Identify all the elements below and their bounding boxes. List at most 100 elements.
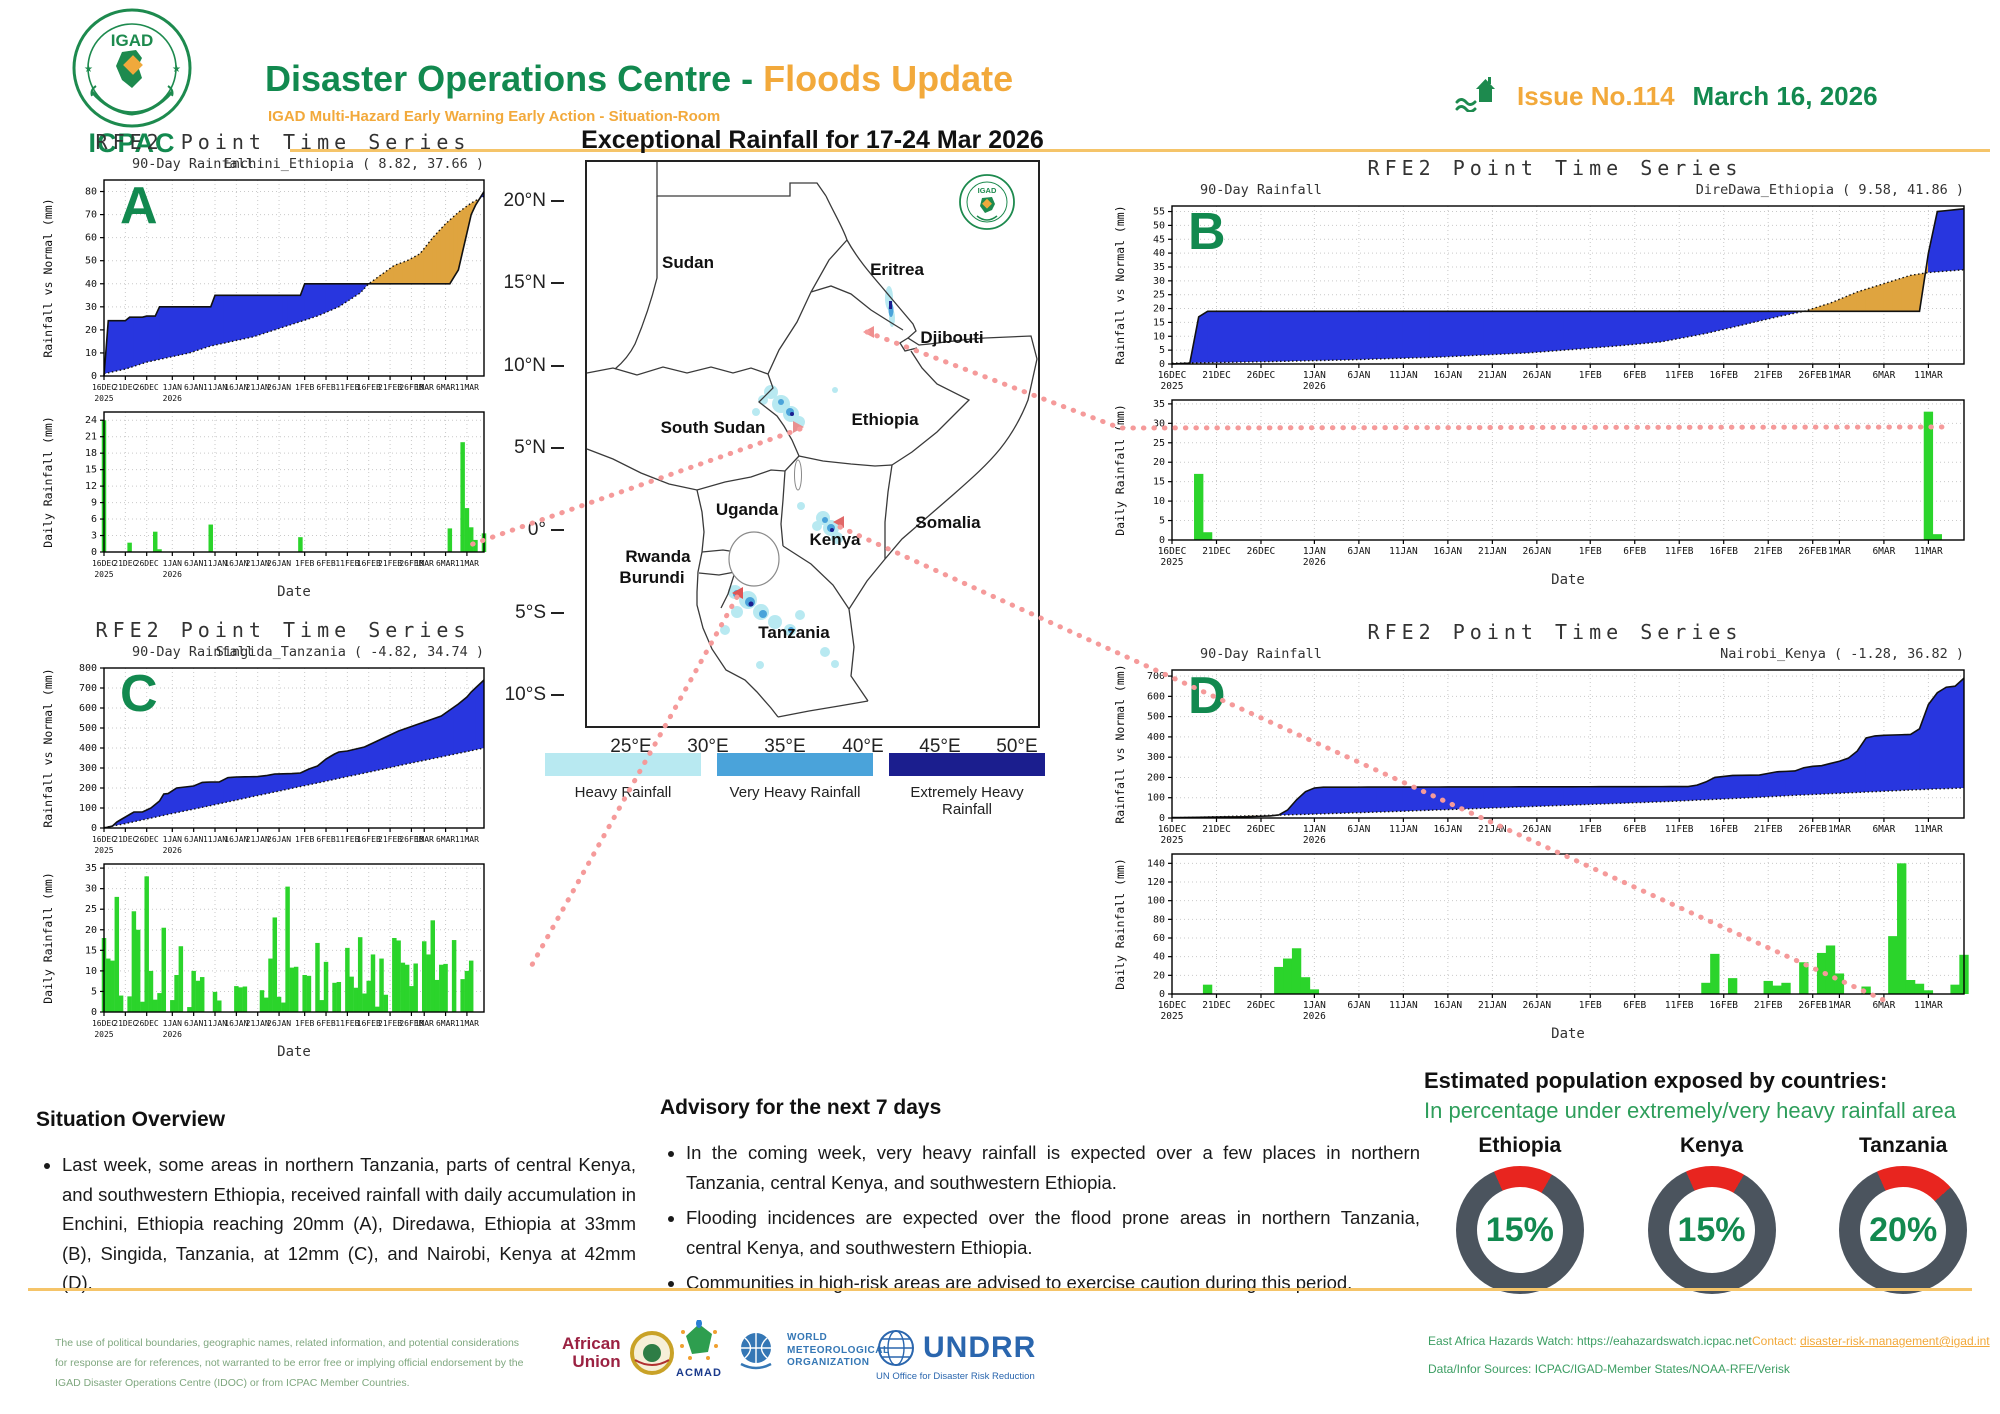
map-lat-tick: 10°S — [500, 684, 564, 706]
svg-text:0: 0 — [1159, 535, 1165, 546]
svg-text:IGAD: IGAD — [978, 186, 997, 195]
svg-text:400: 400 — [79, 743, 97, 754]
chart-letter-a: A — [120, 177, 158, 235]
svg-text:2025: 2025 — [1161, 1011, 1184, 1022]
chart-xlabel: Date — [1551, 572, 1585, 588]
svg-text:21DEC: 21DEC — [113, 835, 137, 844]
svg-text:600: 600 — [79, 703, 97, 714]
advisory-section: Advisory for the next 7 days In the comi… — [660, 1096, 1420, 1304]
svg-text:6JAN: 6JAN — [1347, 370, 1370, 381]
svg-text:21JAN: 21JAN — [246, 559, 270, 568]
svg-text:21JAN: 21JAN — [1478, 370, 1507, 381]
chart-letter-b: B — [1188, 203, 1226, 261]
chart-sub-right: Nairobi_Kenya ( -1.28, 36.82 ) — [1720, 646, 1964, 662]
svg-text:1MAR: 1MAR — [415, 559, 434, 568]
svg-text:1JAN: 1JAN — [1303, 1000, 1326, 1011]
chart-sub-right: DireDawa_Ethiopia ( 9.58, 41.86 ) — [1695, 182, 1964, 198]
svg-text:15: 15 — [1153, 317, 1165, 328]
svg-text:21JAN: 21JAN — [246, 835, 270, 844]
svg-text:40: 40 — [85, 279, 97, 290]
svg-text:2026: 2026 — [163, 846, 182, 855]
issue-number: Issue No.114 — [1517, 81, 1675, 111]
svg-text:1JAN: 1JAN — [1303, 824, 1326, 835]
svg-text:11MAR: 11MAR — [1914, 546, 1943, 557]
svg-text:60: 60 — [85, 233, 97, 244]
svg-text:6JAN: 6JAN — [184, 383, 203, 392]
svg-text:11MAR: 11MAR — [455, 1019, 479, 1028]
map-lat-tick: 20°N — [500, 190, 564, 212]
svg-text:26DEC: 26DEC — [1247, 824, 1276, 835]
icpac-label: ICPAC — [88, 128, 176, 158]
svg-text:1MAR: 1MAR — [1828, 546, 1851, 557]
map-lat-tick: 5°S — [500, 602, 564, 624]
svg-text:16JAN: 16JAN — [1434, 824, 1463, 835]
contact-email-link[interactable]: disaster-risk-management@igad.int — [1800, 1334, 1990, 1348]
svg-text:IGAD: IGAD — [111, 31, 154, 50]
map-country-label: Burundi — [619, 568, 685, 587]
donut-chart-ethiopia: 15% — [1455, 1166, 1584, 1294]
svg-text:21DEC: 21DEC — [1202, 824, 1231, 835]
svg-text:21JAN: 21JAN — [246, 383, 270, 392]
country-label-ethiopia: Ethiopia — [1478, 1134, 1562, 1157]
svg-text:6MAR: 6MAR — [436, 835, 455, 844]
svg-text:5: 5 — [91, 986, 97, 997]
svg-text:30: 30 — [85, 302, 97, 313]
svg-text:1MAR: 1MAR — [415, 383, 434, 392]
svg-text:11FEB: 11FEB — [1665, 824, 1694, 835]
svg-text:26DEC: 26DEC — [1247, 370, 1276, 381]
svg-text:0: 0 — [1159, 989, 1165, 1000]
map-lat-tick: 10°N — [500, 355, 564, 377]
map-country-label: South Sudan — [660, 418, 766, 437]
svg-text:16DEC: 16DEC — [92, 383, 116, 392]
svg-text:Rainfall vs Normal (mm): Rainfall vs Normal (mm) — [1113, 666, 1127, 824]
svg-text:11JAN: 11JAN — [203, 559, 227, 568]
svg-text:2025: 2025 — [1161, 835, 1184, 846]
undrr-logo: UNDRR UN Office for Disaster Risk Reduct… — [876, 1330, 1037, 1382]
svg-text:26JAN: 26JAN — [1523, 546, 1552, 557]
svg-text:1JAN: 1JAN — [163, 835, 182, 844]
legend-item: Very Heavy Rainfall — [717, 753, 873, 818]
svg-text:★: ★ — [172, 64, 181, 75]
svg-text:6FEB: 6FEB — [316, 559, 335, 568]
svg-text:0: 0 — [1159, 813, 1165, 824]
svg-text:11FEB: 11FEB — [335, 835, 359, 844]
svg-text:600: 600 — [1147, 691, 1165, 702]
svg-text:6JAN: 6JAN — [1347, 546, 1370, 557]
svg-text:6MAR: 6MAR — [1872, 370, 1895, 381]
svg-text:20: 20 — [1153, 304, 1165, 315]
svg-text:80: 80 — [85, 187, 97, 198]
footer-data-sources: Data/Infor Sources: ICPAC/IGAD-Member St… — [1428, 1362, 1790, 1376]
svg-text:300: 300 — [1147, 752, 1165, 763]
map-lon-tick: 35°E — [764, 736, 806, 757]
svg-text:16JAN: 16JAN — [224, 559, 248, 568]
svg-text:55: 55 — [1153, 207, 1165, 218]
svg-text:800: 800 — [79, 664, 97, 674]
svg-text:16DEC: 16DEC — [1158, 370, 1187, 381]
svg-text:16DEC: 16DEC — [1158, 824, 1187, 835]
svg-text:6FEB: 6FEB — [1623, 824, 1646, 835]
svg-text:6MAR: 6MAR — [436, 1019, 455, 1028]
legend-item: Heavy Rainfall — [545, 753, 701, 818]
svg-text:1JAN: 1JAN — [163, 1019, 182, 1028]
svg-text:26JAN: 26JAN — [267, 559, 291, 568]
svg-text:0: 0 — [91, 371, 97, 382]
svg-text:26JAN: 26JAN — [1523, 1000, 1552, 1011]
map-lat-tick: 5°N — [500, 437, 564, 459]
svg-text:2025: 2025 — [94, 394, 113, 403]
svg-text:100: 100 — [79, 803, 97, 814]
svg-text:1JAN: 1JAN — [163, 559, 182, 568]
svg-text:2026: 2026 — [1303, 381, 1326, 392]
svg-text:11FEB: 11FEB — [1665, 1000, 1694, 1011]
svg-text:26FEB: 26FEB — [1798, 546, 1827, 557]
svg-text:11JAN: 11JAN — [1389, 546, 1418, 557]
chart-sub-left: 90-Day Rainfall — [132, 156, 254, 172]
chart-panel-d: RFE2 Point Time Series 90-Day Rainfall Nai… — [1112, 620, 1998, 1060]
header-divider — [290, 149, 1990, 152]
svg-text:21FEB: 21FEB — [378, 1019, 402, 1028]
svg-text:11FEB: 11FEB — [335, 559, 359, 568]
svg-text:16JAN: 16JAN — [224, 1019, 248, 1028]
svg-text:6JAN: 6JAN — [1347, 1000, 1370, 1011]
donut-chart-tanzania: 20% — [1839, 1166, 1968, 1294]
